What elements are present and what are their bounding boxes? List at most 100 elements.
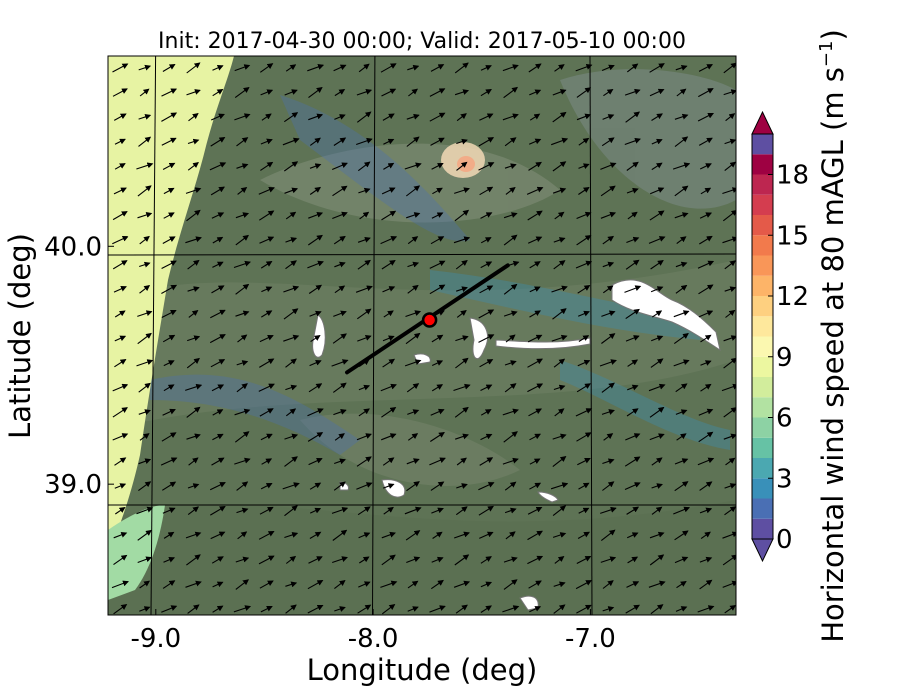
wind-vector [114, 335, 127, 342]
wind-vector [722, 209, 736, 222]
wind-vector [673, 333, 689, 345]
wind-vector [236, 507, 249, 514]
wind-vector [626, 532, 639, 539]
wind-vector [502, 113, 519, 121]
wind-vector [310, 335, 321, 343]
wind-vector [430, 481, 445, 491]
wind-vector [529, 482, 542, 490]
wind-vector [528, 580, 542, 589]
wind-vector [651, 483, 663, 489]
wind-vector [625, 604, 640, 614]
wind-vector [259, 236, 275, 244]
wind-vector [333, 64, 347, 72]
wind-vector [430, 64, 445, 72]
wind-vector [552, 532, 567, 538]
wind-vector [722, 531, 736, 539]
wind-vector [234, 113, 251, 121]
wind-vector [478, 309, 495, 319]
wind-vector [404, 359, 422, 367]
wind-vector [697, 260, 715, 269]
colorbar-segment [752, 397, 773, 418]
wind-vector [505, 531, 516, 540]
wind-vector [675, 383, 688, 393]
wind-vector [307, 432, 324, 442]
wind-vector [697, 457, 715, 466]
wind-vector [527, 383, 544, 393]
wind-vector [161, 605, 178, 613]
wind-vector [259, 210, 275, 221]
wind-vector [454, 62, 469, 74]
wind-vector [431, 556, 444, 563]
colorbar-segment [752, 437, 773, 458]
wind-vector [163, 531, 175, 539]
wind-vector [578, 507, 590, 514]
wind-vector [527, 555, 544, 565]
wind-vector [699, 556, 713, 563]
low-wind-valleys [150, 95, 730, 455]
wind-vector [699, 235, 713, 245]
wind-vector [674, 185, 689, 197]
wind-vector [185, 580, 202, 588]
wind-vector [284, 187, 299, 194]
wind-vector [185, 531, 202, 539]
colorbar-tick-label: 12 [776, 282, 809, 312]
wind-vector [554, 408, 565, 417]
wind-vector [723, 62, 736, 74]
wind-vector [504, 137, 517, 147]
wind-vector [138, 458, 152, 465]
wind-vector [258, 531, 275, 540]
wind-vector [456, 286, 468, 293]
wind-vector [212, 409, 224, 416]
wind-vector [627, 359, 639, 367]
colorbar-tick-label: 6 [776, 404, 793, 434]
wind-vector [283, 161, 299, 172]
wind-vector [260, 89, 274, 96]
wind-vector [429, 457, 446, 466]
wind-vector [600, 506, 617, 514]
wind-vector [527, 210, 543, 221]
wind-vector [454, 187, 470, 194]
wind-vector [212, 236, 224, 244]
wind-vector [529, 458, 541, 465]
wind-vector [505, 186, 516, 195]
wind-vector [408, 88, 418, 97]
wind-vector [114, 310, 126, 318]
wind-vector [698, 88, 714, 98]
wind-vector [137, 212, 153, 219]
wind-vector [724, 483, 736, 489]
wind-vector [212, 261, 224, 268]
wind-vector [722, 236, 736, 244]
wind-vector [139, 261, 151, 268]
wind-vector [699, 212, 713, 219]
wind-vector [723, 357, 736, 369]
colorbar-segment [752, 275, 773, 296]
wind-vector [331, 359, 349, 367]
wind-vector [383, 310, 394, 318]
chart-title: Init: 2017-04-30 00:00; Valid: 2017-05-1… [158, 29, 686, 54]
wind-vector [480, 581, 493, 588]
wind-vector [308, 457, 323, 466]
wind-vector [137, 529, 152, 541]
wind-vector [504, 507, 517, 514]
wind-vector [529, 261, 541, 269]
wind-vector [235, 556, 250, 563]
wind-vector [650, 335, 664, 342]
wind-vector [576, 432, 592, 442]
wind-vector [599, 359, 617, 367]
wind-vector [334, 458, 346, 465]
wind-vector [554, 211, 565, 220]
wind-vector [309, 531, 322, 539]
wind-vector [406, 556, 421, 564]
wind-vector [211, 556, 224, 564]
wind-vector [721, 383, 736, 392]
wind-vector [381, 603, 396, 615]
wind-vector [139, 433, 150, 441]
wind-vector [626, 384, 639, 391]
wind-vector [600, 211, 617, 219]
wind-vector [357, 236, 371, 243]
wind-vector [529, 113, 541, 121]
wind-vector [430, 579, 444, 590]
wind-vector [575, 260, 593, 269]
wind-vector [383, 162, 395, 170]
wind-vector [114, 483, 127, 489]
